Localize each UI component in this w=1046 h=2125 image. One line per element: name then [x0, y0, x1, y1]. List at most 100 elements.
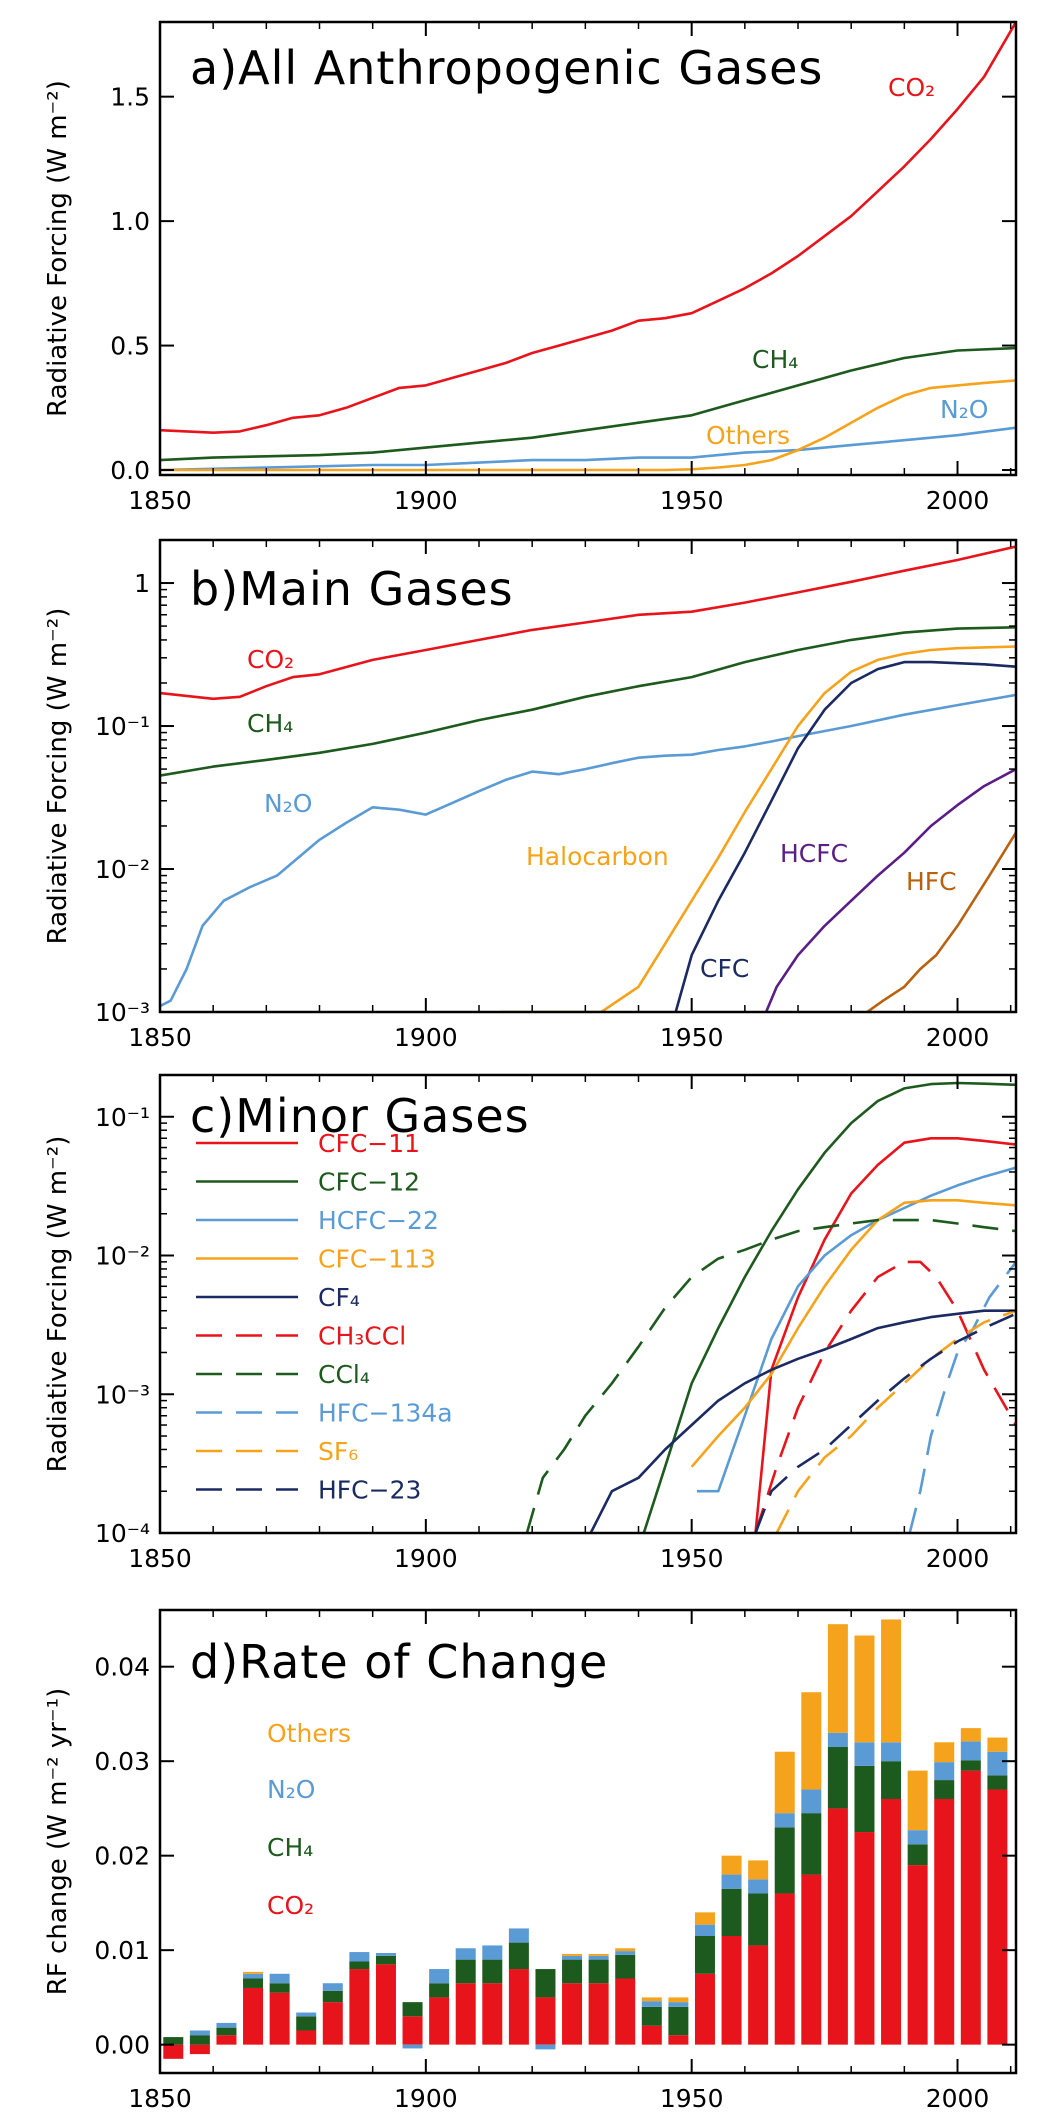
panel-a: a)All Anthropogenic Gases CO₂ CH₄ N₂O Ot…	[43, 20, 1018, 515]
x-tick-label: 1900	[394, 1023, 458, 1052]
x-tick-label: 1850	[128, 486, 192, 515]
bar-segment	[402, 2044, 423, 2049]
bar-segment	[455, 1983, 476, 2045]
y-tick-label: 10⁻³	[95, 998, 150, 1027]
panel-d-frame	[158, 1608, 1018, 2075]
bar-segment	[269, 1973, 290, 1984]
legend-label: CFC−11	[318, 1129, 420, 1158]
bar-segment	[960, 1728, 981, 1742]
label-ch4: CH₄	[247, 709, 293, 738]
bar-segment	[429, 1997, 450, 2045]
panel-a-title: a)All Anthropogenic Gases	[190, 41, 823, 95]
x-tick-label: 2000	[926, 1544, 990, 1573]
x-tick-label: 2000	[926, 1023, 990, 1052]
label-ch4: CH₄	[752, 345, 798, 374]
series-line	[690, 1199, 1016, 1468]
bar-segment	[748, 1860, 769, 1880]
bar-segment	[482, 1983, 503, 2045]
bar-segment	[934, 1798, 955, 2045]
bar-segment	[801, 1789, 822, 1814]
bar-segment	[907, 1770, 928, 1831]
bar-segment	[774, 1893, 795, 2045]
label-cfc: CFC	[700, 954, 749, 983]
x-tick-label: 1900	[394, 1544, 458, 1573]
bar-segment	[854, 1635, 875, 1743]
bar-segment	[881, 1761, 902, 1799]
bar-segment	[881, 1619, 902, 1743]
bar-segment	[641, 2025, 662, 2045]
series-line	[754, 1260, 1016, 1533]
bar-segment	[668, 2035, 689, 2045]
legend-n2o: N₂O	[267, 1775, 315, 1804]
bar-segment	[189, 2044, 210, 2055]
y-tick-label: 10⁻¹	[95, 1103, 150, 1132]
series-line	[160, 426, 1016, 472]
legend-others: Others	[267, 1719, 351, 1748]
bar-segment	[881, 1798, 902, 2045]
bar-segment	[375, 1952, 396, 1956]
bar-segment	[907, 1830, 928, 1845]
bar-segment	[535, 2044, 556, 2050]
bar-segment	[615, 1954, 636, 1979]
x-tick-label: 1850	[128, 1023, 192, 1052]
series-line	[866, 831, 1016, 1012]
y-tick-label: 0.00	[94, 2031, 150, 2060]
legend-label: HCFC−22	[318, 1206, 439, 1235]
bar-segment	[801, 1874, 822, 2045]
bar-segment	[562, 1955, 583, 1960]
y-tick-label: 10⁻⁴	[95, 1519, 150, 1548]
bar-segment	[562, 1953, 583, 1956]
label-hcfc: HCFC	[780, 839, 848, 868]
bar-segment	[801, 1692, 822, 1790]
bar-segment	[615, 1948, 636, 1952]
bar-segment	[243, 1987, 264, 2045]
y-tick-label: 1.5	[110, 83, 150, 112]
series-line	[674, 660, 1016, 1012]
bar-segment	[668, 1997, 689, 2003]
legend-label: HFC−134a	[318, 1399, 453, 1428]
legend-label: SF₆	[318, 1437, 358, 1466]
bar-segment	[455, 1959, 476, 1984]
label-halocarbon: Halocarbon	[526, 842, 669, 871]
bar-segment	[854, 1832, 875, 2045]
bar-segment	[987, 1751, 1008, 1776]
y-tick-label: 10⁻²	[95, 855, 150, 884]
series-line	[642, 1081, 1016, 1533]
series-line	[697, 1166, 1016, 1493]
bar-segment	[243, 1978, 264, 1988]
bar-segment	[694, 1935, 715, 1974]
x-tick-label: 1850	[128, 1544, 192, 1573]
bar-segment	[721, 1935, 742, 2045]
bar-segment	[216, 2022, 237, 2028]
bar-segment	[934, 1762, 955, 1781]
bar-segment	[774, 1751, 795, 1814]
bar-segment	[562, 1959, 583, 1984]
bar-segment	[748, 1879, 769, 1894]
series-line	[160, 545, 1016, 701]
series-line	[160, 346, 1016, 462]
bar-segment	[854, 1765, 875, 1833]
panel-c-title: c)Minor Gases	[190, 1089, 530, 1143]
panel-c: c)Minor Gases CFC−11 CFC−12 HCFC−22 CFC−113…	[43, 1073, 1018, 1573]
bar-segment	[641, 2006, 662, 2026]
bar-segment	[588, 1953, 609, 1956]
label-hfc: HFC	[906, 867, 957, 896]
x-tick-label: 1850	[128, 2084, 192, 2113]
y-tick-label: 10⁻¹	[95, 712, 150, 741]
bar-segment	[482, 1959, 503, 1984]
bar-segment	[508, 1928, 529, 1943]
label-co2: CO₂	[888, 73, 935, 102]
bar-segment	[429, 1969, 450, 1984]
series-line	[589, 1309, 1016, 1533]
bar-segment	[748, 1893, 769, 1946]
y-axis-label: RF change (W m⁻² yr⁻¹)	[43, 1688, 73, 1995]
y-tick-label: 0.04	[94, 1653, 150, 1682]
legend-label: HFC−23	[318, 1476, 421, 1505]
bar-segment	[189, 2030, 210, 2036]
label-n2o: N₂O	[940, 395, 988, 424]
x-tick-label: 2000	[926, 486, 990, 515]
bar-segment	[455, 1948, 476, 1960]
bar-segment	[694, 1924, 715, 1936]
bar-segment	[960, 1770, 981, 2045]
bar-segment	[349, 1969, 370, 2045]
